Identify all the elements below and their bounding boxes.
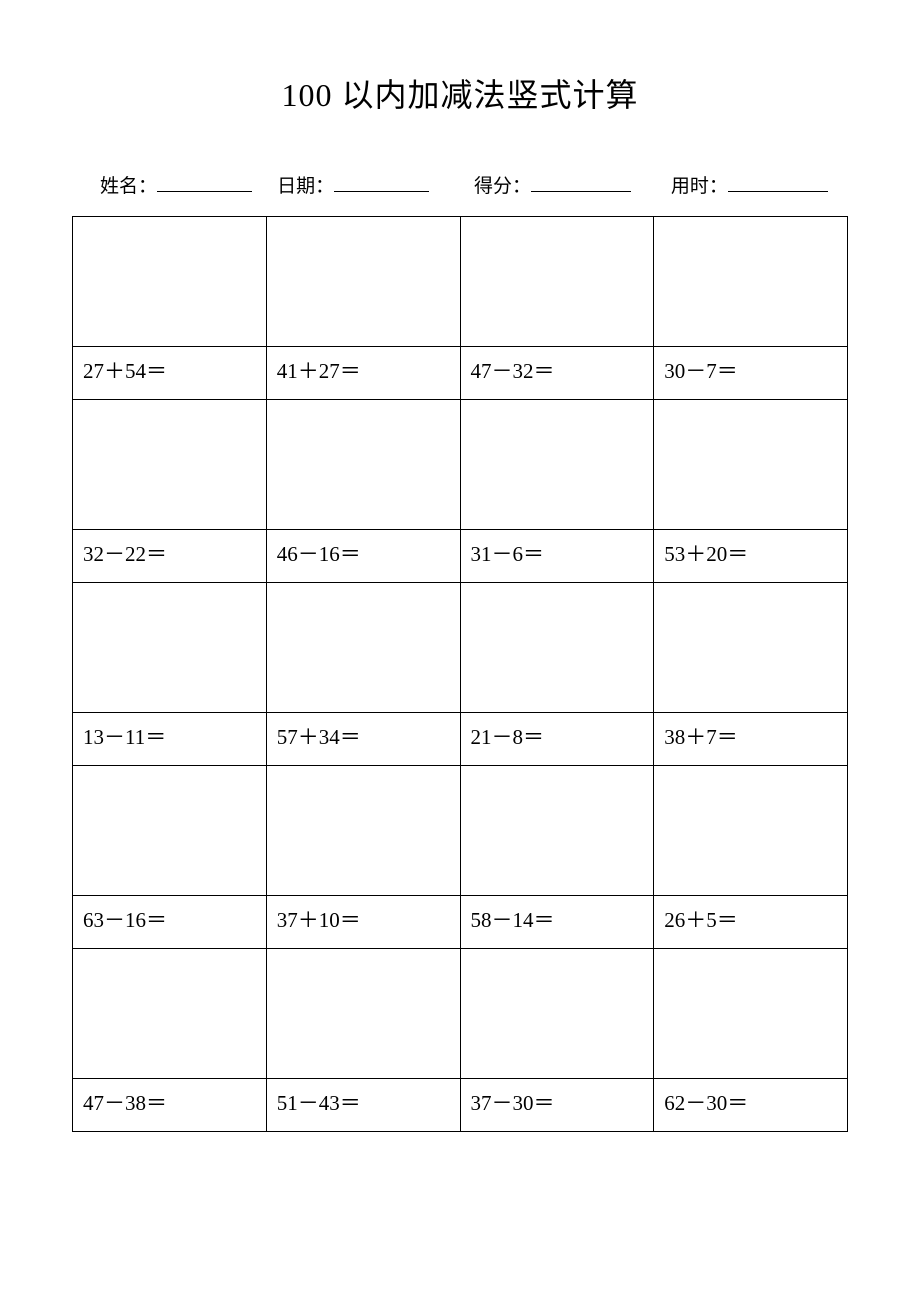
- work-cell: [266, 217, 460, 347]
- problem-row: 27＋54＝41＋27＝47－32＝30－7＝: [73, 347, 848, 400]
- problem-cell: 53＋20＝: [654, 530, 848, 583]
- work-cell: [460, 949, 654, 1079]
- work-cell: [266, 949, 460, 1079]
- page-title: 100 以内加减法竖式计算: [72, 70, 848, 116]
- problem-cell: 30－7＝: [654, 347, 848, 400]
- work-cell: [654, 766, 848, 896]
- work-cell: [73, 217, 267, 347]
- work-row: [73, 766, 848, 896]
- problem-cell: 46－16＝: [266, 530, 460, 583]
- work-cell: [73, 949, 267, 1079]
- work-row: [73, 949, 848, 1079]
- time-label: 用时：: [671, 171, 728, 198]
- score-label: 得分：: [474, 171, 531, 198]
- problem-cell: 32－22＝: [73, 530, 267, 583]
- problem-cell: 57＋34＝: [266, 713, 460, 766]
- problem-cell: 51－43＝: [266, 1079, 460, 1132]
- work-cell: [266, 400, 460, 530]
- problem-cell: 13－11＝: [73, 713, 267, 766]
- problem-cell: 38＋7＝: [654, 713, 848, 766]
- problem-cell: 31－6＝: [460, 530, 654, 583]
- work-cell: [460, 217, 654, 347]
- problem-cell: 63－16＝: [73, 896, 267, 949]
- work-cell: [654, 400, 848, 530]
- problem-cell: 41＋27＝: [266, 347, 460, 400]
- work-cell: [460, 400, 654, 530]
- work-cell: [73, 400, 267, 530]
- work-row: [73, 583, 848, 713]
- work-cell: [654, 949, 848, 1079]
- time-field: 用时：: [671, 171, 848, 198]
- date-field: 日期：: [277, 171, 474, 198]
- problem-cell: 21－8＝: [460, 713, 654, 766]
- work-cell: [460, 766, 654, 896]
- problem-cell: 58－14＝: [460, 896, 654, 949]
- problem-row: 13－11＝57＋34＝21－8＝38＋7＝: [73, 713, 848, 766]
- problem-row: 63－16＝37＋10＝58－14＝26＋5＝: [73, 896, 848, 949]
- worksheet-table: 27＋54＝41＋27＝47－32＝30－7＝ 32－22＝46－16＝31－6…: [72, 216, 848, 1132]
- problem-row: 32－22＝46－16＝31－6＝53＋20＝: [73, 530, 848, 583]
- problem-cell: 37－30＝: [460, 1079, 654, 1132]
- date-blank: [334, 174, 429, 192]
- work-row: [73, 400, 848, 530]
- work-cell: [73, 766, 267, 896]
- info-header: 姓名： 日期： 得分： 用时：: [72, 171, 848, 198]
- work-cell: [654, 217, 848, 347]
- name-label: 姓名：: [100, 171, 157, 198]
- date-label: 日期：: [277, 171, 334, 198]
- work-cell: [654, 583, 848, 713]
- problem-cell: 37＋10＝: [266, 896, 460, 949]
- work-cell: [73, 583, 267, 713]
- work-cell: [266, 583, 460, 713]
- problem-row: 47－38＝51－43＝37－30＝62－30＝: [73, 1079, 848, 1132]
- name-blank: [157, 174, 252, 192]
- work-cell: [266, 766, 460, 896]
- score-blank: [531, 174, 631, 192]
- problem-cell: 27＋54＝: [73, 347, 267, 400]
- score-field: 得分：: [474, 171, 671, 198]
- problem-cell: 47－32＝: [460, 347, 654, 400]
- problem-cell: 47－38＝: [73, 1079, 267, 1132]
- time-blank: [728, 174, 828, 192]
- work-cell: [460, 583, 654, 713]
- problem-cell: 62－30＝: [654, 1079, 848, 1132]
- problem-cell: 26＋5＝: [654, 896, 848, 949]
- name-field: 姓名：: [100, 171, 277, 198]
- work-row: [73, 217, 848, 347]
